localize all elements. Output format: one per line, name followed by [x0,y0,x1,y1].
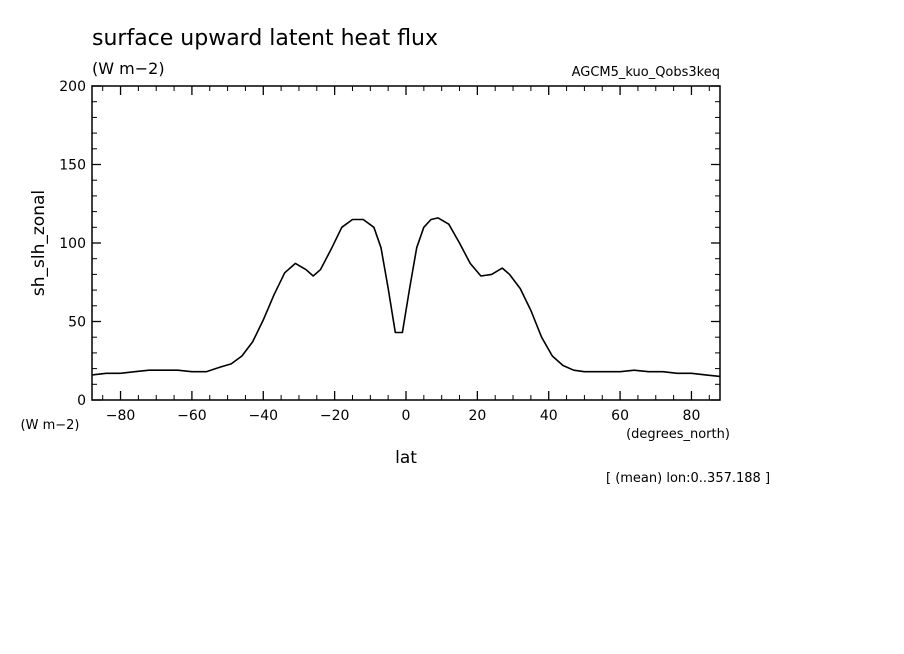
x-axis: −80 −60 −40 −20 0 20 40 60 80 [106,86,701,424]
minor-ticks [92,86,720,400]
x-tick-label: −60 [177,408,207,424]
x-tick-label: 80 [683,408,701,424]
experiment-label: AGCM5_kuo_Qobs3keq [572,65,720,80]
y-tick-label: 150 [59,158,86,174]
y-tick-label: 50 [68,315,86,331]
y-axis-label: sh_slh_zonal [29,190,49,296]
x-tick-label: 0 [402,408,411,424]
plot-frame [91,85,721,401]
chart-units: (W m−2) [92,59,165,78]
x-tick-label: 40 [540,408,558,424]
y-tick-label: 0 [77,393,86,409]
footnote: [ (mean) lon:0..357.188 ] [606,471,770,486]
series-line [91,217,721,378]
y-tick-label: 100 [59,236,86,252]
x-axis-units: (degrees_north) [626,427,730,442]
y-axis: 0 50 100 150 200 [59,79,720,409]
y-tick-label: 200 [59,79,86,95]
chart-title: surface upward latent heat flux [92,26,438,51]
x-tick-label: 60 [611,408,629,424]
x-tick-label: −40 [248,408,278,424]
x-tick-label: −80 [106,408,136,424]
x-tick-label: −20 [320,408,350,424]
x-tick-label: 20 [468,408,486,424]
x-axis-label: lat [395,448,417,468]
y-axis-units: (W m−2) [21,418,80,433]
